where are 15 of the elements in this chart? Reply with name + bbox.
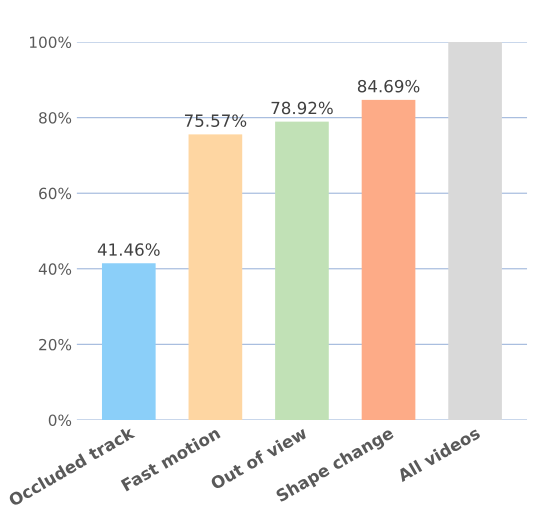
data-label: 41.46% <box>98 243 160 256</box>
y-tick-label: 0% <box>48 414 72 426</box>
data-label: 84.69% <box>358 80 420 92</box>
y-tick-label: 100% <box>30 36 72 48</box>
bar <box>275 122 329 420</box>
bar <box>102 263 156 420</box>
y-tick-label: 20% <box>39 338 72 350</box>
data-label: 75.57% <box>184 114 246 127</box>
y-tick-label: 80% <box>39 112 72 124</box>
y-tick-label: 60% <box>39 188 72 200</box>
data-label: 78.92% <box>272 102 333 114</box>
bar <box>362 100 416 420</box>
bar <box>188 134 242 420</box>
bar <box>448 42 502 420</box>
y-tick-label: 40% <box>38 263 72 275</box>
